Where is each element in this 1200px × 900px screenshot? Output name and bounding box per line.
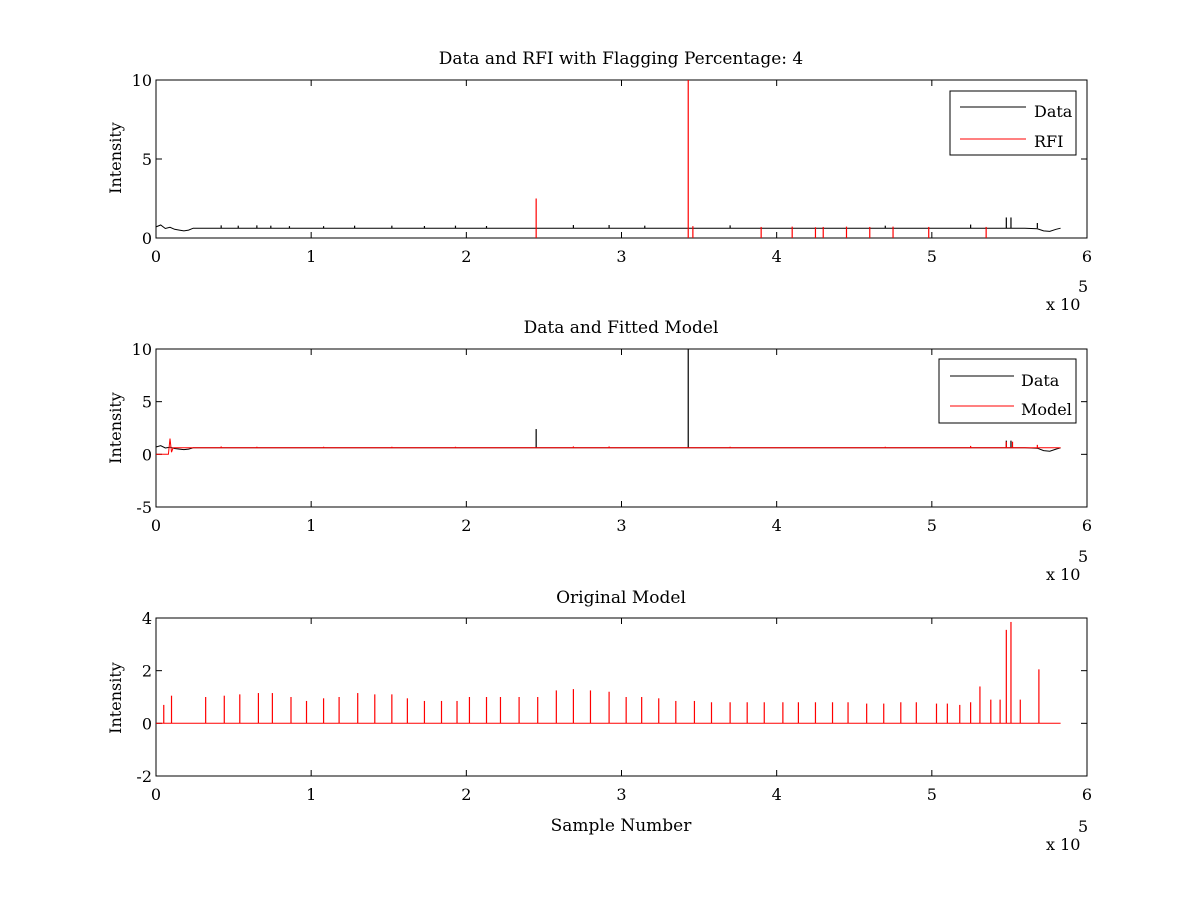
x-tick-label: 5: [927, 247, 937, 266]
x-axis-label: Sample Number: [551, 816, 693, 836]
x-tick-label: 5: [927, 516, 937, 535]
x-tick-label: 2: [461, 516, 471, 535]
x-exponent-power: 5: [1078, 277, 1088, 296]
y-tick-label: 0: [142, 445, 152, 464]
x-tick-label: 4: [772, 516, 782, 535]
series-model-line: [156, 438, 1061, 455]
x-tick-label: 1: [306, 247, 316, 266]
x-tick-label: 2: [461, 247, 471, 266]
x-tick-label: 1: [306, 516, 316, 535]
y-axis-label: Intensity: [106, 662, 125, 734]
x-tick-label: 6: [1082, 516, 1092, 535]
x-tick-label: 3: [616, 785, 626, 804]
x-tick-label: 4: [772, 247, 782, 266]
x-tick-label: 4: [772, 785, 782, 804]
x-tick-label: 0: [151, 785, 161, 804]
panel-title: Data and Fitted Model: [524, 318, 719, 338]
axes-box: [155, 348, 1088, 508]
x-exponent-power: 5: [1078, 547, 1088, 566]
legend-box: [949, 90, 1077, 156]
y-tick-label: 5: [142, 393, 152, 412]
x-exponent-power: 5: [1078, 817, 1088, 836]
series-data-line: [155, 224, 1061, 232]
y-tick-label: 4: [142, 609, 152, 628]
x-exponent-label: x 10: [1046, 565, 1080, 584]
axes-box: [155, 617, 1088, 777]
x-tick-label: 2: [461, 785, 471, 804]
legend-label-data: Data: [1021, 371, 1060, 390]
axes-box: [155, 79, 1088, 239]
legend-box: [938, 358, 1077, 424]
plot-area: 0 1 2 3 4 5 6 0 5 10: [132, 71, 1092, 266]
panel-rfi: Data and RFI with Flagging Percentage: 4…: [106, 49, 1092, 314]
x-tick-label: 0: [151, 516, 161, 535]
legend-label-data: Data: [1034, 102, 1073, 121]
panel-title: Original Model: [556, 588, 686, 608]
x-tick-label: 0: [151, 247, 161, 266]
legend-label-rfi: RFI: [1034, 132, 1063, 151]
panel-fitted-model: Data and Fitted Model Intensity 0 1 2 3 4 5 6 -…: [106, 318, 1092, 584]
y-tick-label: 0: [142, 714, 152, 733]
x-tick-label: 1: [306, 785, 316, 804]
x-tick-label: 3: [616, 247, 626, 266]
y-tick-label: 10: [132, 340, 152, 359]
x-tick-label: 5: [927, 785, 937, 804]
x-exponent-label: x 10: [1046, 835, 1080, 854]
y-tick-label: -5: [136, 498, 152, 517]
y-tick-label: 0: [142, 229, 152, 248]
y-tick-label: 10: [132, 71, 152, 90]
x-exponent-label: x 10: [1046, 295, 1080, 314]
legend-label-model: Model: [1021, 400, 1072, 419]
y-tick-label: 2: [142, 662, 152, 681]
y-tick-label: 5: [142, 150, 152, 169]
y-axis-label: Intensity: [106, 392, 125, 464]
x-tick-label: 6: [1082, 785, 1092, 804]
x-tick-label: 6: [1082, 247, 1092, 266]
legend: Data RFI: [949, 90, 1077, 156]
panel-title: Data and RFI with Flagging Percentage: 4: [439, 49, 803, 69]
x-tick-label: 3: [616, 516, 626, 535]
y-tick-label: -2: [136, 767, 152, 786]
y-axis-label: Intensity: [106, 122, 125, 194]
legend: Data Model: [938, 358, 1077, 424]
